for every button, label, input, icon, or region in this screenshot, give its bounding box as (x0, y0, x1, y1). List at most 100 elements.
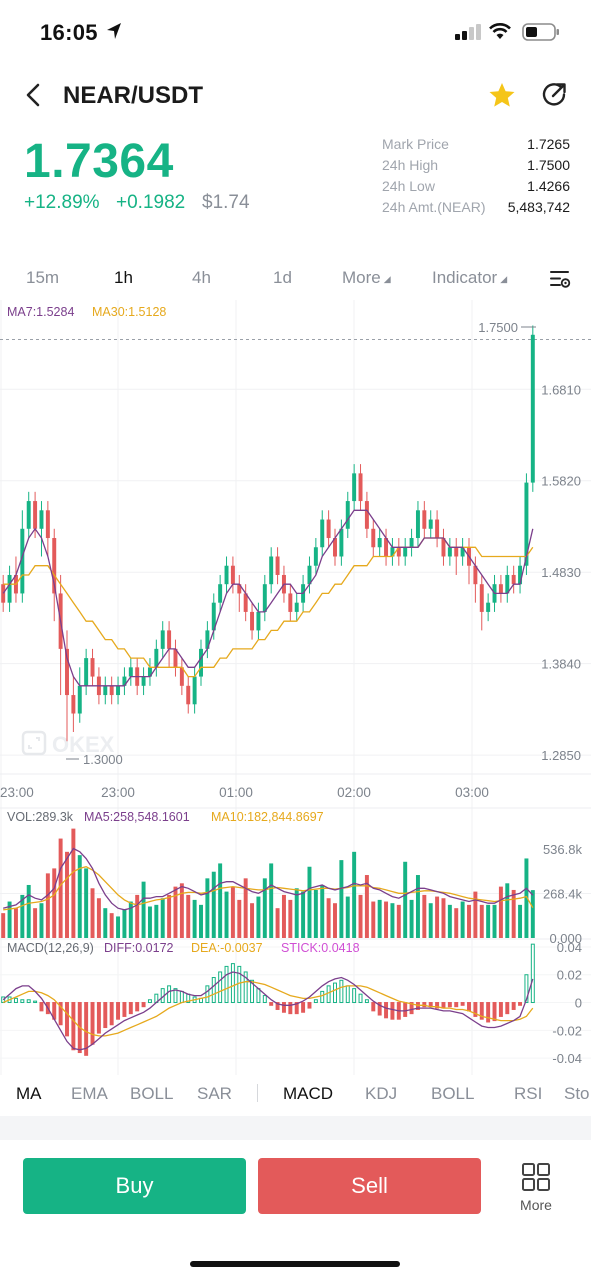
watermark-logo-icon (21, 730, 47, 756)
candle-body (173, 648, 178, 668)
macd-stick-bar (505, 1002, 510, 1015)
diff-legend: DIFF:0.0172 (104, 941, 174, 955)
indicator-stoch[interactable]: Sto (564, 1084, 590, 1103)
tab-15m[interactable]: 15m (26, 268, 60, 287)
candle-body (320, 519, 325, 548)
share-icon[interactable] (540, 81, 568, 109)
volume-bar (122, 909, 127, 938)
macd-stick-bar (256, 988, 261, 1004)
candle-body (473, 565, 478, 585)
chart-area[interactable]: OKEX MA7:1.5284 MA30:1.5128 1.6810 1.5820 1.… (0, 300, 591, 1075)
chart-settings-icon[interactable] (549, 268, 571, 290)
stat-label: Mark Price (382, 136, 449, 152)
volume-bar (307, 866, 312, 938)
candle-body (256, 611, 261, 631)
macd-stick-bar (90, 1002, 95, 1045)
more-label: More (520, 1197, 552, 1213)
macd-dea-line (2, 981, 534, 1037)
candle-body (454, 547, 459, 557)
tab-1h[interactable]: 1h (114, 268, 133, 287)
tab-1d[interactable]: 1d (273, 268, 292, 287)
macd-stick-bar (371, 1002, 376, 1012)
y-tick-label: 1.4830 (541, 565, 581, 580)
candle-body (364, 501, 369, 529)
favorite-star-icon[interactable] (488, 82, 516, 108)
trading-pair-title[interactable]: NEAR/USDT (63, 82, 204, 109)
candle-body (160, 630, 165, 649)
tab-4h[interactable]: 4h (192, 268, 211, 287)
candle-body (71, 695, 76, 714)
volume-bar (90, 888, 95, 938)
tab-more[interactable]: More ◢ (342, 268, 391, 288)
candle-body (518, 565, 523, 585)
candle-body (479, 584, 484, 612)
indicator-ma[interactable]: MA (16, 1084, 42, 1103)
usd-price: $1.74 (202, 192, 250, 213)
candle-body (403, 547, 408, 557)
volume-bar (454, 908, 459, 938)
macd-y-tick-label: 0.04 (557, 940, 582, 955)
volume-bar (441, 898, 446, 938)
volume-bar (275, 908, 280, 938)
stat-label: 24h High (382, 157, 439, 173)
location-arrow-icon (107, 23, 121, 39)
candle-body (237, 584, 242, 594)
volume-bar (269, 863, 274, 938)
volume-bar (384, 901, 389, 938)
volume-bar (511, 889, 516, 938)
watermark: OKEX (21, 730, 115, 757)
macd-stick-bar (26, 999, 31, 1004)
grid-menu-icon (522, 1163, 550, 1191)
triangle-down-icon: ◢ (383, 274, 391, 284)
macd-panel (1, 943, 535, 1056)
stick-legend: STICK:0.0418 (281, 941, 360, 955)
tab-indicator[interactable]: Indicator ◢ (432, 268, 507, 288)
indicator-sar[interactable]: SAR (197, 1084, 232, 1103)
indicator-rsi[interactable]: RSI (514, 1084, 543, 1103)
candle-body (511, 574, 516, 585)
indicator-tabs: MA EMA BOLL SAR MACD KDJ BOLL RSI Sto (0, 1078, 591, 1110)
macd-stick-bar (147, 999, 152, 1004)
volume-bar (7, 901, 12, 938)
volume-bar (84, 868, 89, 938)
macd-stick-bar (269, 1002, 274, 1006)
back-icon[interactable] (22, 82, 46, 108)
indicator-boll-main[interactable]: BOLL (130, 1084, 174, 1103)
macd-stick-bar (250, 979, 255, 1004)
candle-body (326, 519, 331, 539)
indicator-kdj[interactable]: KDJ (365, 1084, 398, 1103)
indicator-ema[interactable]: EMA (71, 1084, 108, 1103)
sell-button[interactable]: Sell (258, 1158, 481, 1214)
status-bar: 16:05 (0, 0, 591, 64)
volume-bar (498, 886, 503, 938)
volume-bar (435, 896, 440, 938)
volume-bar (313, 889, 318, 938)
macd-stick-bar (173, 988, 178, 1004)
change-percent: +12.89% (24, 192, 100, 213)
volume-bar (409, 899, 414, 938)
macd-stick-bar (415, 1002, 420, 1010)
macd-stick-bar (352, 988, 357, 1004)
macd-stick-bar (33, 1000, 38, 1004)
macd-stick-bar (39, 1002, 44, 1012)
candle-body (288, 593, 293, 612)
buy-button[interactable]: Buy (23, 1158, 246, 1214)
volume-bar (281, 894, 286, 938)
macd-stick-bar (294, 1002, 299, 1015)
candle-body (524, 482, 529, 566)
stat-mark-price: Mark Price 1.7265 (382, 136, 570, 157)
macd-legend: MACD(12,26,9) (7, 941, 94, 955)
candle-body (39, 510, 44, 529)
candle-body (422, 510, 427, 529)
volume-bar (45, 873, 50, 938)
more-button[interactable]: More (510, 1160, 562, 1216)
volume-bar (52, 868, 57, 938)
indicator-macd[interactable]: MACD (283, 1084, 334, 1103)
y-tick-label: 1.5820 (541, 474, 581, 489)
volume-bar (492, 904, 497, 938)
y-tick-label: 1.2850 (541, 748, 581, 763)
macd-stick-bar (1, 996, 6, 1004)
indicator-boll-sub[interactable]: BOLL (431, 1084, 475, 1103)
market-stats: Mark Price 1.7265 24h High 1.7500 24h Lo… (382, 136, 570, 220)
macd-y-tick-label: 0.02 (557, 968, 582, 983)
